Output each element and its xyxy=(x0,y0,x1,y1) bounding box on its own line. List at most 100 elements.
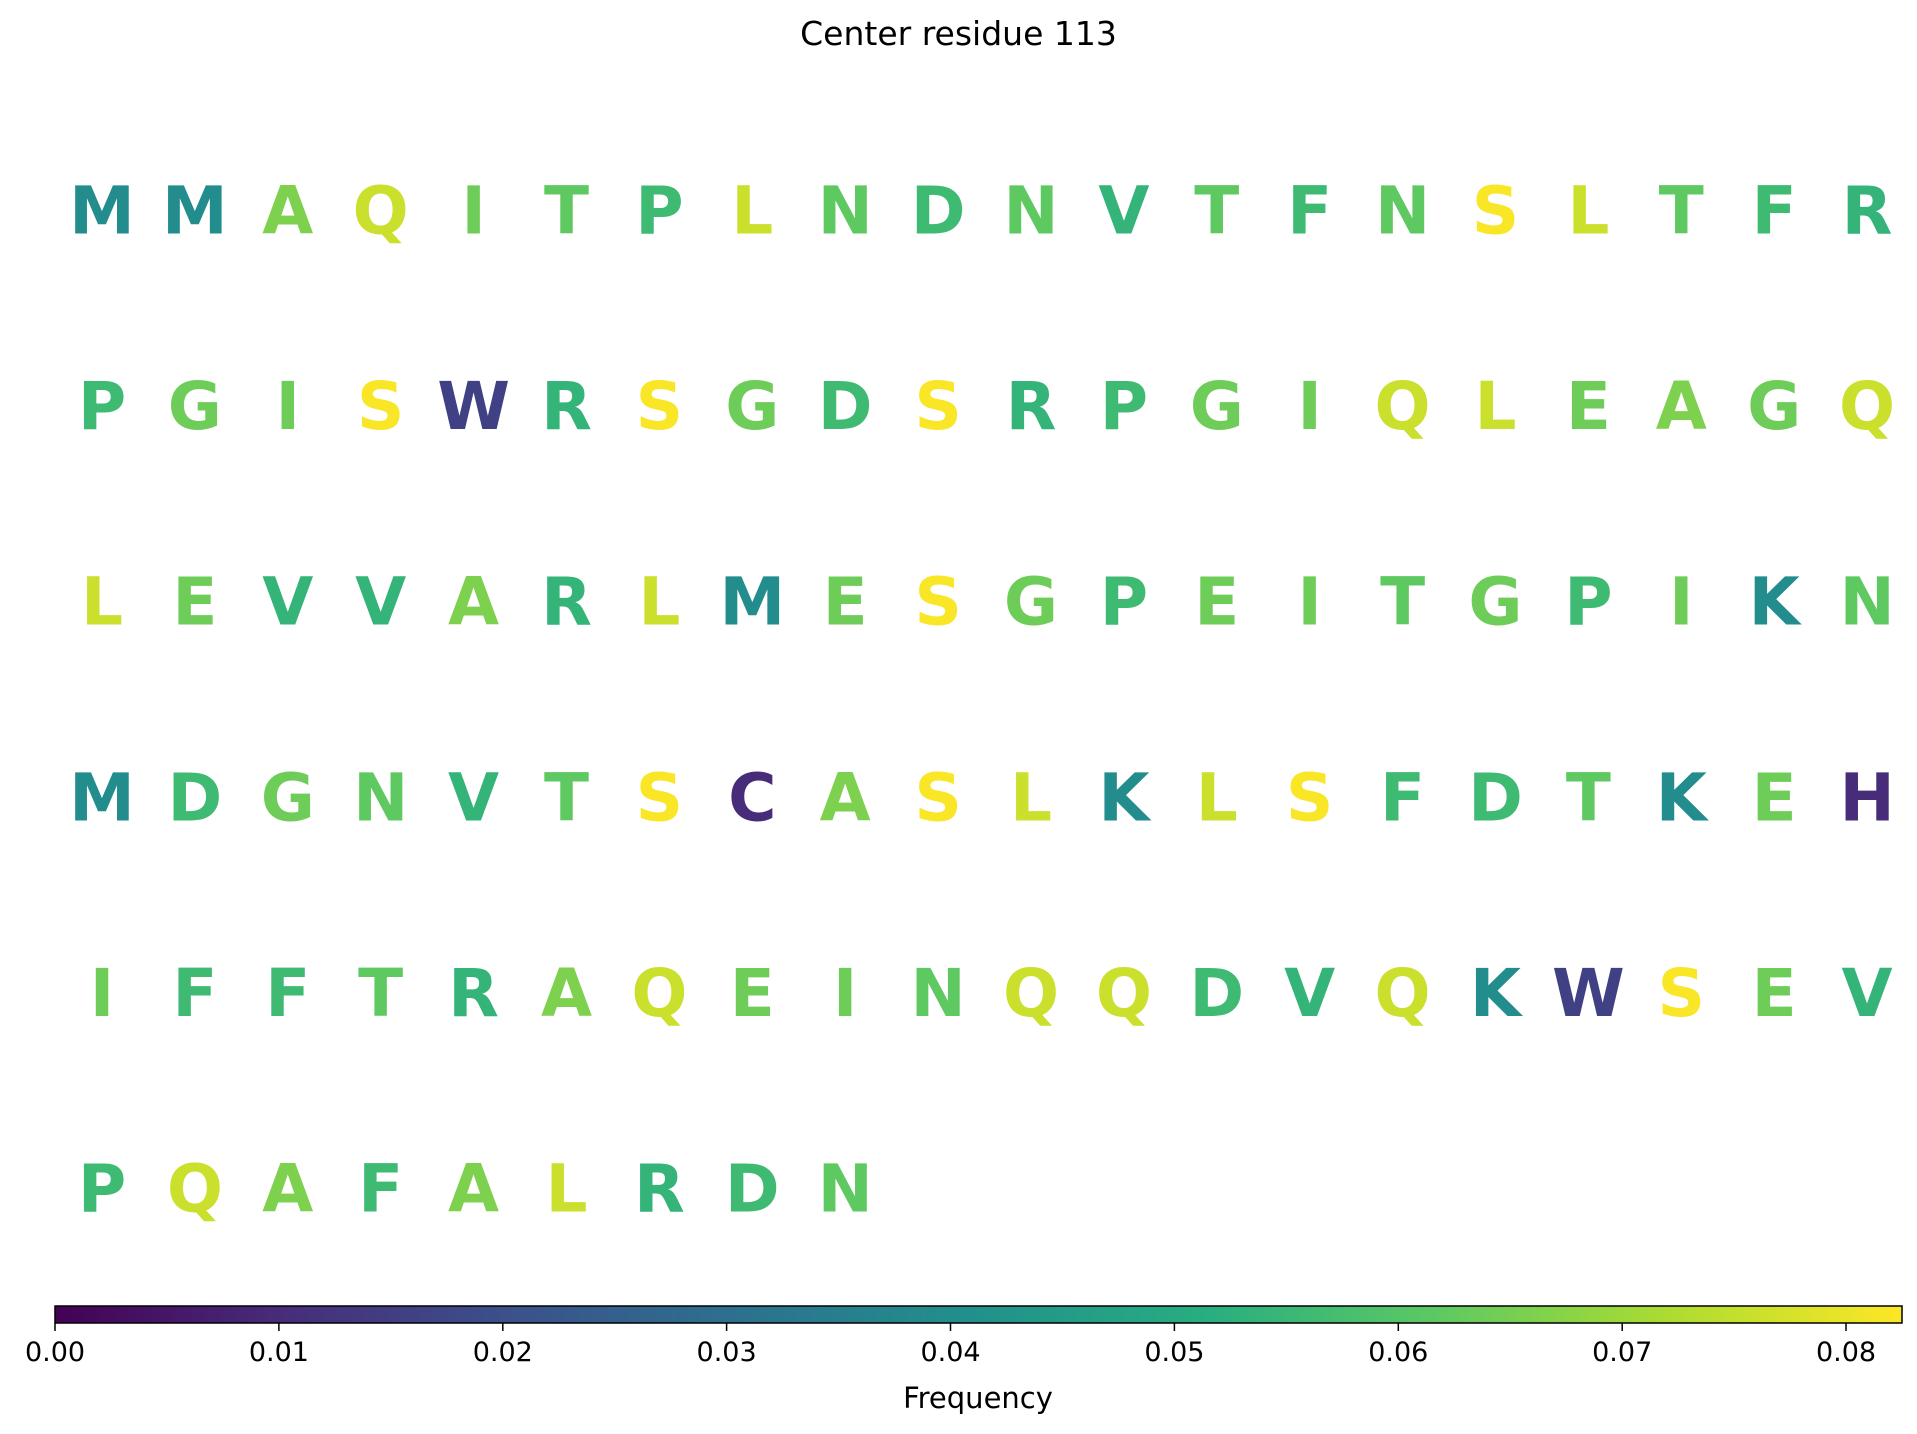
colorbar-tick-label: 0.06 xyxy=(1368,1337,1428,1368)
residue-letter: S xyxy=(636,368,684,445)
residue-letter: M xyxy=(162,173,228,250)
residue-letter: S xyxy=(914,759,962,836)
residue-letter: L xyxy=(1474,368,1516,445)
residue-letter: T xyxy=(1659,173,1704,250)
residue-letter: T xyxy=(358,955,403,1032)
colorbar-tick-label: 0.02 xyxy=(473,1337,533,1368)
residue-letter: M xyxy=(69,173,135,250)
residue-letter: D xyxy=(168,759,223,836)
residue-letter: V xyxy=(1842,955,1893,1032)
residue-letter: R xyxy=(541,368,592,445)
residue-letter: T xyxy=(1566,759,1611,836)
residue-letter: V xyxy=(262,564,313,641)
residue-letter: D xyxy=(725,1151,780,1228)
residue-letter: G xyxy=(1190,368,1244,445)
colorbar-tick-label: 0.04 xyxy=(920,1337,980,1368)
residue-letter: V xyxy=(448,759,499,836)
chart-title: Center residue 113 xyxy=(800,14,1117,53)
residue-letter: S xyxy=(1472,173,1520,250)
residue-letter: W xyxy=(1552,955,1625,1032)
residue-letter: F xyxy=(265,955,310,1032)
residue-letter: I xyxy=(1297,564,1322,641)
residue-letter: E xyxy=(172,564,217,641)
residue-letter: L xyxy=(731,173,773,250)
residue-letter: L xyxy=(81,564,123,641)
residue-letter: D xyxy=(818,368,873,445)
residue-letter: A xyxy=(262,173,313,250)
residue-letter: F xyxy=(172,955,217,1032)
residue-letter: G xyxy=(1004,564,1058,641)
residue-letter: W xyxy=(437,368,510,445)
residue-letter: L xyxy=(638,564,680,641)
residue-letter: E xyxy=(1752,759,1797,836)
residue-letter: R xyxy=(448,955,499,1032)
residue-letter: E xyxy=(1566,368,1611,445)
residue-letter: Q xyxy=(1375,368,1431,445)
residue-letter: G xyxy=(168,368,222,445)
residue-letter: V xyxy=(1284,955,1335,1032)
residue-letters: M M A Q I T P L N D N V T F N S L T F RP G I S W R S G D S R P G I Q L E A G Q… xyxy=(69,173,1895,1228)
residue-letter: A xyxy=(262,1151,313,1228)
colorbar-tick-label: 0.08 xyxy=(1816,1337,1876,1368)
residue-letter: F xyxy=(1287,173,1332,250)
residue-letter: Q xyxy=(1839,368,1895,445)
residue-letter: L xyxy=(545,1151,587,1228)
residue-letter: R xyxy=(634,1151,685,1228)
residue-letter: S xyxy=(1286,759,1334,836)
residue-letter: N xyxy=(1003,173,1058,250)
residue-letter: D xyxy=(1468,759,1523,836)
colorbar-tick-label: 0.01 xyxy=(249,1337,309,1368)
residue-letter: I xyxy=(1297,368,1322,445)
residue-letter: P xyxy=(78,368,126,445)
residue-letter: I xyxy=(90,955,115,1032)
residue-letter: R xyxy=(1006,368,1057,445)
residue-letter: A xyxy=(820,759,871,836)
residue-letter: P xyxy=(1100,368,1148,445)
residue-letter: A xyxy=(448,1151,499,1228)
residue-letter: T xyxy=(1380,564,1425,641)
residue-letter: Q xyxy=(353,173,409,250)
residue-letter: V xyxy=(355,564,406,641)
residue-letter: K xyxy=(1470,955,1524,1032)
residue-letter: N xyxy=(1375,173,1430,250)
residue-letter: D xyxy=(911,173,966,250)
residue-letter: A xyxy=(448,564,499,641)
residue-letter: T xyxy=(544,759,589,836)
residue-letter: F xyxy=(1752,173,1797,250)
colorbar-tick-label: 0.00 xyxy=(25,1337,85,1368)
colorbar-gradient xyxy=(54,1305,1903,1324)
residue-letter: Q xyxy=(167,1151,223,1228)
residue-letter: L xyxy=(1010,759,1052,836)
residue-letter: A xyxy=(541,955,592,1032)
residue-letter: H xyxy=(1839,759,1894,836)
residue-letter: L xyxy=(1196,759,1238,836)
residue-letter: K xyxy=(1749,564,1803,641)
residue-letter: P xyxy=(78,1151,126,1228)
residue-letter: G xyxy=(261,759,315,836)
residue-letter: E xyxy=(1752,955,1797,1032)
residue-letter: N xyxy=(818,173,873,250)
residue-letter: M xyxy=(69,759,135,836)
residue-letter: I xyxy=(461,173,486,250)
residue-letter: Q xyxy=(631,955,687,1032)
colorbar: 0.00 0.01 0.02 0.03 0.04 0.05 0.06 0.07 0.08 xyxy=(25,1305,1903,1368)
residue-letter: P xyxy=(635,173,683,250)
residue-letter: L xyxy=(1567,173,1609,250)
residue-letter: S xyxy=(1658,955,1706,1032)
colorbar-tick-label: 0.05 xyxy=(1144,1337,1204,1368)
residue-letter: Q xyxy=(1096,955,1152,1032)
residue-letter: E xyxy=(1194,564,1239,641)
residue-letter: K xyxy=(1656,759,1710,836)
residue-letter: N xyxy=(910,955,965,1032)
residue-letter: S xyxy=(914,564,962,641)
residue-letter: T xyxy=(1194,173,1239,250)
residue-letter: E xyxy=(730,955,775,1032)
residue-letter: R xyxy=(1842,173,1893,250)
residue-letter: N xyxy=(353,759,408,836)
residue-letter: S xyxy=(914,368,962,445)
residue-letter: A xyxy=(1656,368,1707,445)
residue-letter: I xyxy=(1669,564,1694,641)
residue-letter: S xyxy=(357,368,405,445)
